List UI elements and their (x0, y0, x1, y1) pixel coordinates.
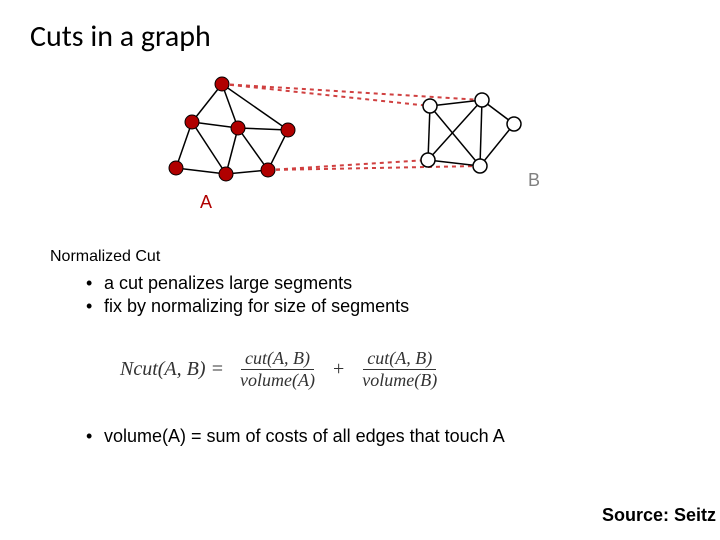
ncut-formula: Ncut(A, B) = cut(A, B) volume(A) + cut(A… (120, 348, 447, 391)
formula-lhs: Ncut(A, B) = (120, 358, 224, 381)
formula-frac-1: cut(A, B) volume(A) (236, 348, 319, 391)
frac1-num: cut(A, B) (241, 348, 314, 370)
frac1-den: volume(A) (236, 370, 319, 391)
graph-diagram: A B (130, 70, 590, 210)
cluster-b-label: B (528, 170, 540, 191)
formula-frac-2: cut(A, B) volume(B) (358, 348, 441, 391)
formula-plus: + (333, 358, 344, 381)
subheading: Normalized Cut (50, 248, 160, 266)
source-credit: Source: Seitz (602, 505, 716, 526)
bullet-list: •a cut penalizes large segments •fix by … (86, 272, 409, 319)
bullet-list-2: •volume(A) = sum of costs of all edges t… (86, 426, 505, 447)
frac2-den: volume(B) (358, 370, 441, 391)
bullet-text: a cut penalizes large segments (104, 272, 352, 295)
slide-title: Cuts in a graph (30, 18, 211, 55)
frac2-num: cut(A, B) (363, 348, 436, 370)
bullet-text: fix by normalizing for size of segments (104, 295, 409, 318)
bullet-text: volume(A) = sum of costs of all edges th… (104, 426, 505, 447)
cluster-a-label: A (200, 192, 212, 213)
